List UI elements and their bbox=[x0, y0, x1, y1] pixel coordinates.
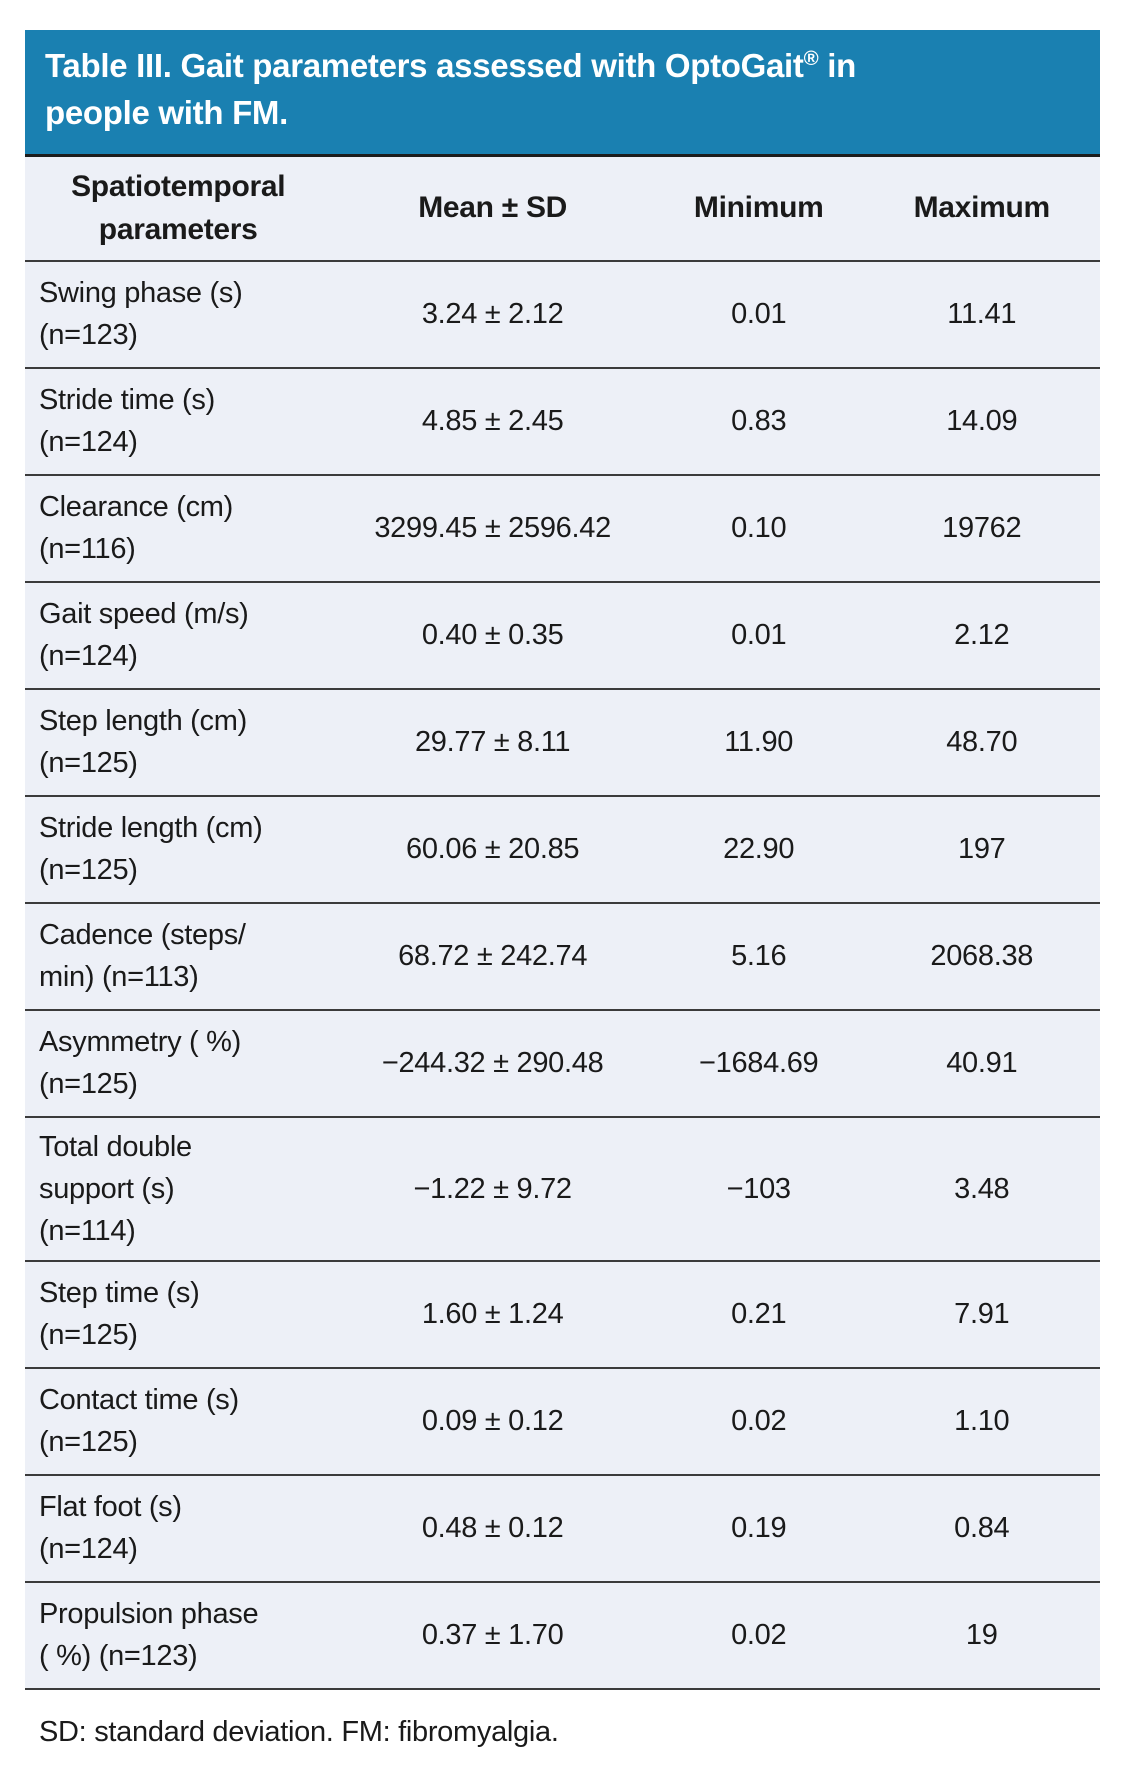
minimum-cell: 0.19 bbox=[731, 1512, 787, 1545]
mean-sd-cell: 0.09 ± 0.12 bbox=[421, 1405, 564, 1438]
parameter-cell: Propulsion phase ( %) (n=123) bbox=[39, 1598, 259, 1673]
maximum-cell: 48.70 bbox=[946, 726, 1018, 759]
table-title-bar: Table III. Gait parameters assessed with… bbox=[25, 30, 1100, 157]
minimum-cell: 0.01 bbox=[731, 298, 787, 331]
mean-sd-cell: 3.24 ± 2.12 bbox=[421, 298, 564, 331]
maximum-cell: 14.09 bbox=[946, 405, 1018, 438]
parameter-cell: Cadence (steps/ min) (n=113) bbox=[39, 919, 246, 994]
maximum-cell: 11.41 bbox=[947, 298, 1017, 331]
parameter-cell: Stride time (s) (n=124) bbox=[39, 384, 215, 459]
minimum-cell: 0.83 bbox=[731, 405, 787, 438]
table-footnote: SD: standard deviation. FM: fibromyalgia… bbox=[39, 1715, 559, 1748]
column-header-mean-sd: Mean ± SD bbox=[418, 191, 568, 225]
minimum-cell: 0.02 bbox=[731, 1405, 787, 1438]
maximum-cell: 2.12 bbox=[954, 619, 1010, 652]
maximum-cell: 7.91 bbox=[954, 1298, 1010, 1331]
registered-trademark-symbol: ® bbox=[803, 47, 819, 70]
parameter-cell: Step time (s) (n=125) bbox=[39, 1277, 200, 1352]
column-header-maximum: Maximum bbox=[913, 191, 1051, 225]
column-header-minimum: Minimum bbox=[693, 191, 824, 225]
mean-sd-cell: 3299.45 ± 2596.42 bbox=[374, 512, 611, 545]
table-row: Contact time (s) (n=125) 0.09 ± 0.12 0.0… bbox=[25, 1368, 1100, 1476]
parameter-cell: Clearance (cm) (n=116) bbox=[39, 491, 234, 566]
table-row: Stride length (cm) (n=125) 60.06 ± 20.85… bbox=[25, 796, 1100, 904]
table-title-text: Table III. Gait parameters assessed with… bbox=[45, 47, 804, 84]
parameter-cell: Swing phase (s) (n=123) bbox=[39, 277, 243, 352]
table-row: Step length (cm) (n=125) 29.77 ± 8.11 11… bbox=[25, 689, 1100, 797]
minimum-cell: 5.16 bbox=[731, 940, 787, 973]
parameter-cell: Total double support (s) (n=114) bbox=[39, 1130, 192, 1247]
parameter-cell: Flat foot (s) (n=124) bbox=[39, 1491, 182, 1566]
mean-sd-cell: 68.72 ± 242.74 bbox=[398, 940, 588, 973]
table-row: Step time (s) (n=125) 1.60 ± 1.24 0.21 7… bbox=[25, 1261, 1100, 1369]
mean-sd-cell: 4.85 ± 2.45 bbox=[421, 405, 564, 438]
table-row: Clearance (cm) (n=116) 3299.45 ± 2596.42… bbox=[25, 475, 1100, 583]
column-header-parameters: Spatiotemporal parameters bbox=[71, 169, 286, 247]
table-title-line1: Table III. Gait parameters assessed with… bbox=[45, 43, 1080, 90]
table-header-row: Spatiotemporal parameters Mean ± SD Mini… bbox=[25, 156, 1100, 262]
maximum-cell: 3.48 bbox=[954, 1172, 1010, 1205]
mean-sd-cell: −1.22 ± 9.72 bbox=[413, 1172, 572, 1205]
mean-sd-cell: 60.06 ± 20.85 bbox=[405, 833, 580, 866]
maximum-cell: 0.84 bbox=[954, 1512, 1010, 1545]
gait-parameters-table: Table III. Gait parameters assessed with… bbox=[25, 30, 1100, 1690]
table-row: Total double support (s) (n=114) −1.22 ±… bbox=[25, 1117, 1100, 1262]
parameter-cell: Gait speed (m/s) (n=124) bbox=[39, 598, 249, 673]
minimum-cell: 0.02 bbox=[731, 1619, 787, 1652]
parameter-cell: Step length (cm) (n=125) bbox=[39, 705, 247, 780]
table-row: Swing phase (s) (n=123) 3.24 ± 2.12 0.01… bbox=[25, 261, 1100, 369]
table-row: Asymmetry ( %) (n=125) −244.32 ± 290.48 … bbox=[25, 1010, 1100, 1118]
maximum-cell: 40.91 bbox=[946, 1047, 1018, 1080]
parameter-cell: Asymmetry ( %) (n=125) bbox=[39, 1026, 242, 1101]
mean-sd-cell: 0.48 ± 0.12 bbox=[421, 1512, 564, 1545]
maximum-cell: 19 bbox=[965, 1619, 998, 1652]
parameter-cell: Stride length (cm) (n=125) bbox=[39, 812, 263, 887]
minimum-cell: 11.90 bbox=[724, 726, 794, 759]
minimum-cell: 0.01 bbox=[731, 619, 787, 652]
table-row: Flat foot (s) (n=124) 0.48 ± 0.12 0.19 0… bbox=[25, 1475, 1100, 1583]
minimum-cell: −1684.69 bbox=[699, 1047, 819, 1080]
maximum-cell: 197 bbox=[958, 833, 1006, 866]
minimum-cell: 0.21 bbox=[731, 1298, 787, 1331]
table-title-line2: people with FM. bbox=[45, 93, 288, 131]
minimum-cell: 22.90 bbox=[723, 833, 795, 866]
maximum-cell: 1.10 bbox=[954, 1405, 1010, 1438]
mean-sd-cell: 29.77 ± 8.11 bbox=[414, 726, 571, 759]
table-row: Stride time (s) (n=124) 4.85 ± 2.45 0.83… bbox=[25, 368, 1100, 476]
maximum-cell: 2068.38 bbox=[930, 940, 1034, 973]
table-row: Cadence (steps/ min) (n=113) 68.72 ± 242… bbox=[25, 903, 1100, 1011]
parameter-cell: Contact time (s) (n=125) bbox=[39, 1384, 239, 1459]
maximum-cell: 19762 bbox=[942, 512, 1022, 545]
mean-sd-cell: 0.40 ± 0.35 bbox=[421, 619, 564, 652]
minimum-cell: 0.10 bbox=[731, 512, 787, 545]
minimum-cell: −103 bbox=[726, 1172, 791, 1205]
mean-sd-cell: 0.37 ± 1.70 bbox=[421, 1619, 564, 1652]
mean-sd-cell: −244.32 ± 290.48 bbox=[381, 1047, 604, 1080]
table-title-text-cont: in bbox=[818, 47, 856, 84]
mean-sd-cell: 1.60 ± 1.24 bbox=[421, 1298, 564, 1331]
table-row: Gait speed (m/s) (n=124) 0.40 ± 0.35 0.0… bbox=[25, 582, 1100, 690]
table-row: Propulsion phase ( %) (n=123) 0.37 ± 1.7… bbox=[25, 1582, 1100, 1690]
